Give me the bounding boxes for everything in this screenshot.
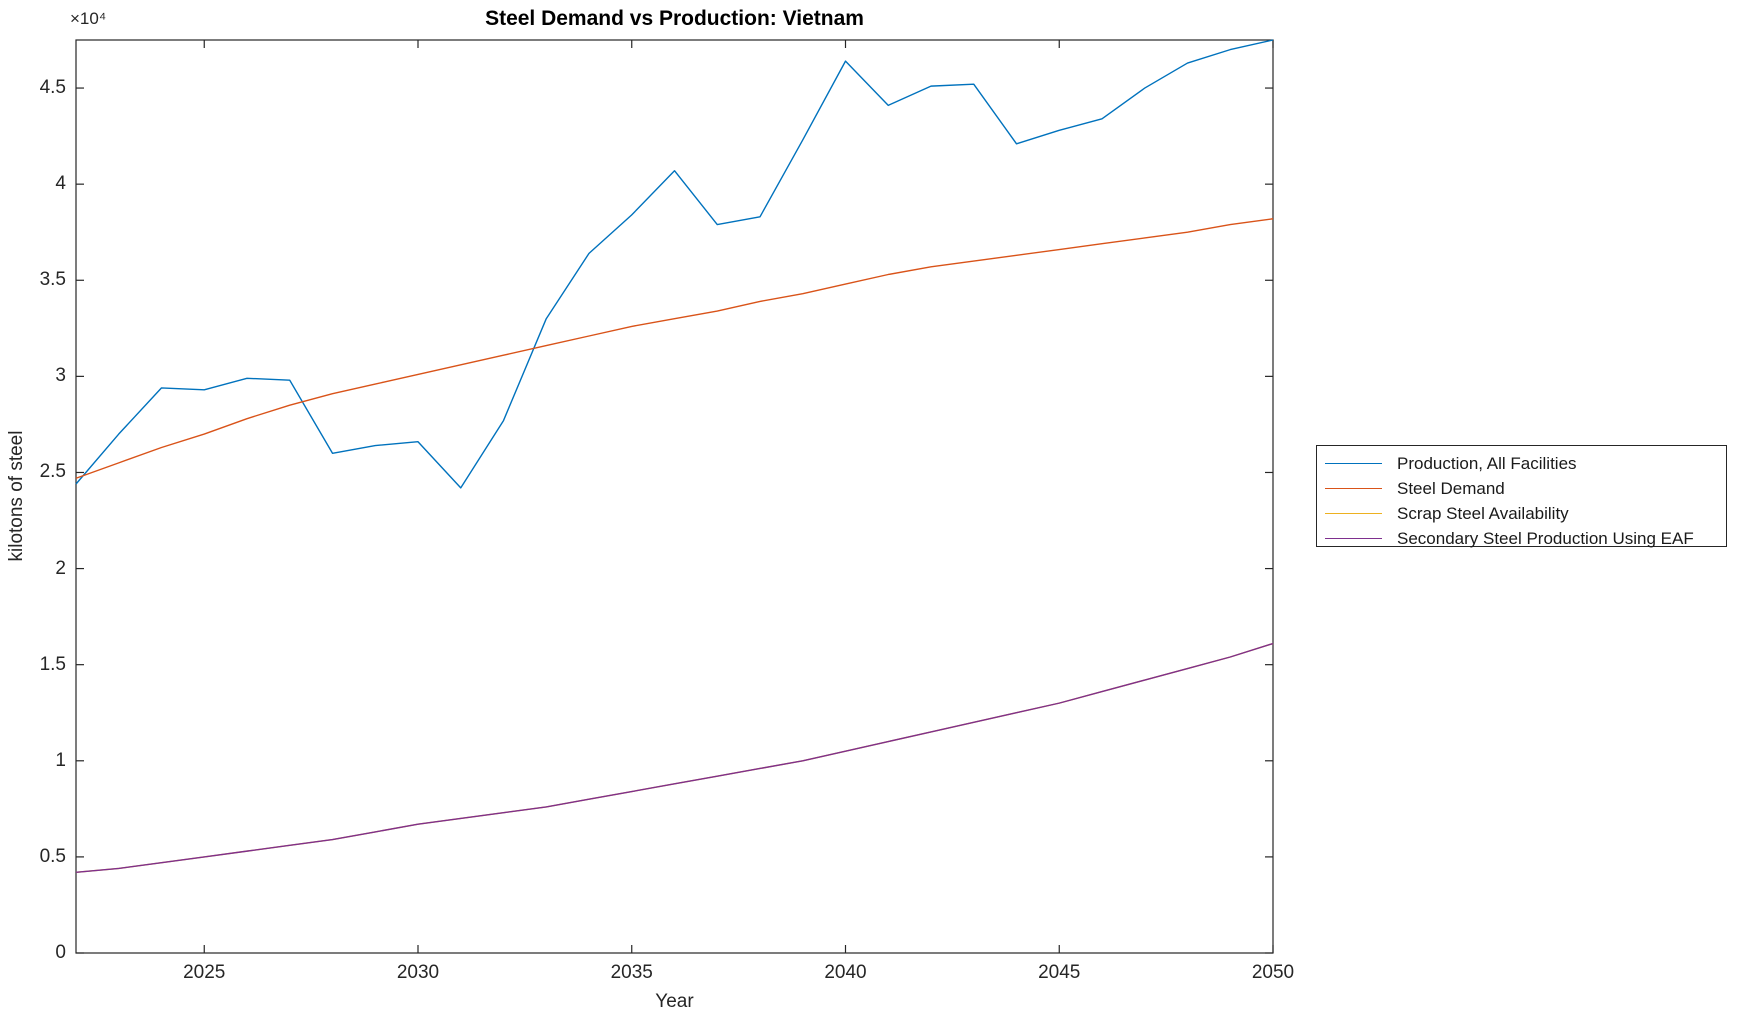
- series-line-3: [75, 642, 1274, 873]
- legend-item: Scrap Steel Availability: [1317, 501, 1726, 526]
- y-tick-label: 0: [55, 942, 66, 963]
- legend-line-swatch: [1325, 488, 1382, 489]
- legend-line-swatch: [1325, 513, 1382, 514]
- legend: Production, All Facilities Steel Demand Sc…: [1316, 445, 1727, 548]
- legend-item: Secondary Steel Production Using EAF: [1317, 526, 1726, 551]
- legend-item: Production, All Facilities: [1317, 451, 1726, 476]
- y-tick-label: 4: [55, 173, 66, 195]
- y-tick-label: 3: [55, 365, 66, 387]
- y-tick-label: 4.5: [39, 77, 66, 99]
- x-tick-label: 2045: [1038, 962, 1081, 983]
- x-tick-label: 2030: [396, 962, 440, 983]
- x-axis-label: Year: [655, 991, 694, 1012]
- legend-label: Secondary Steel Production Using EAF: [1397, 528, 1694, 548]
- x-tick-label: 2050: [1251, 962, 1295, 983]
- legend-label: Production, All Facilities: [1397, 453, 1577, 473]
- x-tick-label: 2025: [183, 962, 226, 983]
- series-line-2: [75, 642, 1274, 873]
- y-tick-label: 0.5: [39, 845, 66, 867]
- series-line-1: [75, 218, 1274, 479]
- legend-label: Scrap Steel Availability: [1397, 503, 1569, 523]
- legend-line-swatch: [1325, 463, 1382, 464]
- y-axis-label: kilotons of steel: [6, 430, 27, 562]
- x-tick-label: 2040: [824, 962, 867, 983]
- legend-label: Steel Demand: [1397, 478, 1505, 498]
- legend-item: Steel Demand: [1317, 476, 1726, 501]
- y-tick-label: 3.5: [39, 269, 66, 291]
- y-tick-label: 2.5: [39, 461, 66, 483]
- legend-line-swatch: [1325, 538, 1382, 539]
- chart-title: Steel Demand vs Production: Vietnam: [485, 7, 864, 30]
- x-tick-label: 2035: [610, 962, 653, 983]
- y-axis-multiplier: ×10⁴: [70, 9, 107, 28]
- y-tick-label: 1.5: [39, 653, 66, 675]
- series-line-0: [75, 39, 1274, 489]
- y-tick-label: 1: [55, 749, 66, 771]
- axes-box: [75, 39, 1274, 954]
- y-tick-label: 2: [55, 557, 66, 579]
